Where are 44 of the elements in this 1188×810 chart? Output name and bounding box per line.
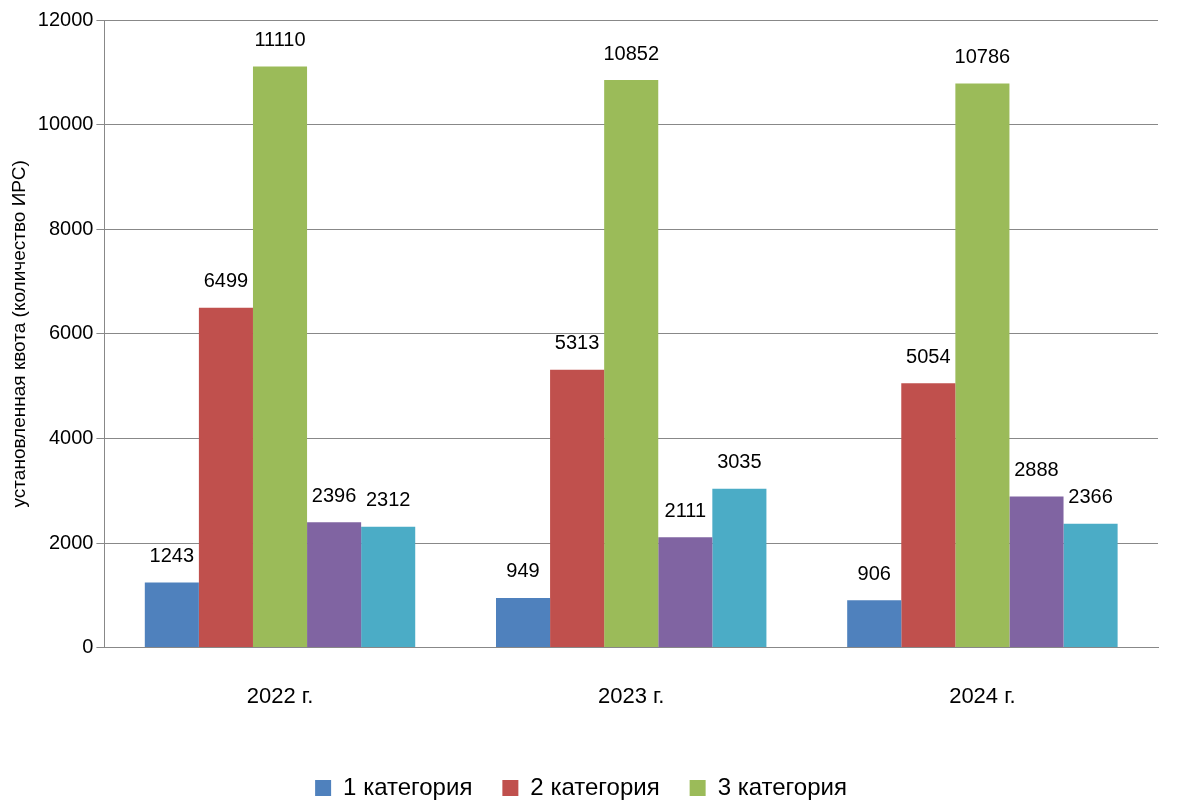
bar (550, 369, 605, 648)
y-tick-label: 10000 (37, 112, 94, 135)
data-label: 2366 (1068, 485, 1113, 508)
data-label: 2888 (1014, 458, 1059, 481)
data-label: 5313 (554, 331, 600, 354)
data-label: 2396 (311, 483, 357, 506)
data-label: 949 (506, 559, 540, 582)
x-tick-label: 2023 г. (597, 682, 665, 708)
y-axis-title: установленная квота (количество ИРС) (7, 160, 29, 508)
bar (198, 307, 253, 648)
y-tick-label: 6000 (48, 321, 94, 344)
data-label: 5054 (906, 344, 951, 367)
bar (658, 537, 713, 648)
bar (361, 526, 416, 648)
legend-label: 3 категория (717, 772, 847, 800)
bar (496, 597, 551, 648)
data-label: 3035 (717, 450, 762, 473)
bar (847, 600, 902, 648)
bar (1063, 523, 1118, 648)
bar (901, 383, 956, 648)
y-tick-label: 12000 (37, 7, 94, 30)
x-tick-label: 2024 г. (949, 682, 1016, 708)
bar (252, 66, 308, 648)
legend-label: 1 категория (343, 772, 473, 800)
data-label: 2111 (664, 498, 707, 521)
data-label: 10786 (954, 45, 1011, 68)
data-label: 906 (857, 561, 891, 584)
bar (307, 522, 362, 648)
y-tick-label: 4000 (48, 425, 94, 448)
data-label: 11110 (254, 28, 306, 51)
data-label: 1243 (149, 544, 195, 567)
bar (1009, 496, 1064, 648)
bar (955, 83, 1010, 648)
data-label: 6499 (203, 269, 249, 292)
bar (604, 80, 659, 648)
data-label: 2312 (365, 488, 411, 511)
y-tick-label: 0 (82, 635, 94, 658)
legend-label: 2 категория (530, 772, 660, 800)
bar (144, 582, 199, 648)
bar (712, 488, 767, 648)
data-label: 10852 (603, 41, 660, 64)
x-tick-label: 2022 г. (246, 682, 314, 708)
y-tick-label: 8000 (48, 216, 94, 239)
y-tick-label: 2000 (48, 530, 94, 553)
